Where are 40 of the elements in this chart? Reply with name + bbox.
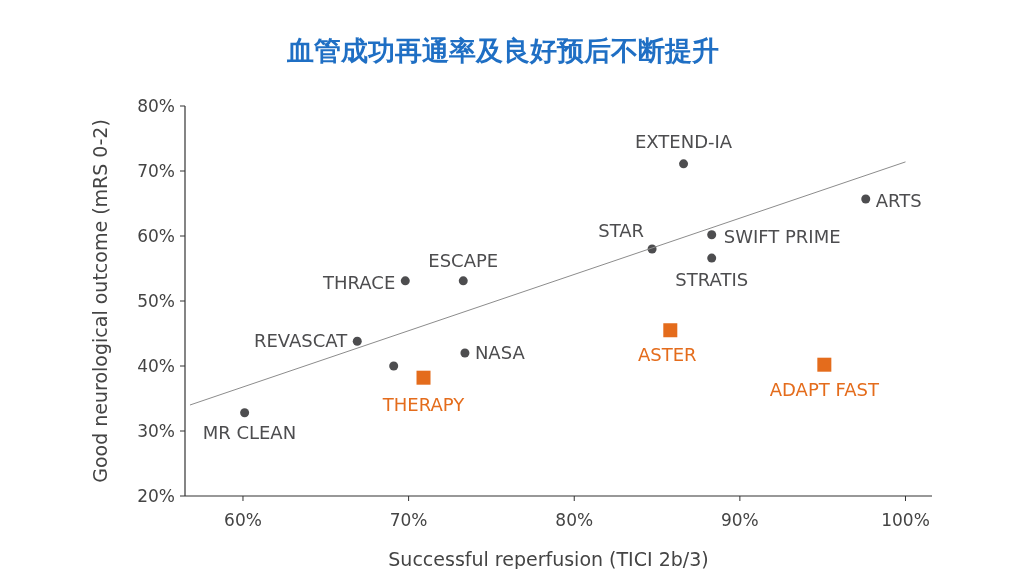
point xyxy=(679,159,689,169)
x-tick-label: 70% xyxy=(389,510,428,530)
y-tick-label: 70% xyxy=(137,161,175,181)
point xyxy=(400,276,410,286)
annotation: THERAPY xyxy=(381,393,466,415)
point xyxy=(458,276,468,286)
annotation: EXTEND-IA xyxy=(634,130,733,152)
point xyxy=(352,336,362,346)
y-tick-label: 50% xyxy=(137,291,175,311)
point xyxy=(817,357,832,372)
annotation: MR CLEAN xyxy=(202,421,297,443)
point xyxy=(416,370,431,385)
x-tick-label: 100% xyxy=(881,510,930,530)
point xyxy=(707,253,717,263)
annotation: ARTS xyxy=(875,189,922,211)
annotation: REVASCAT xyxy=(253,330,349,352)
y-tick-label: 30% xyxy=(137,421,175,441)
y-tick-label: 60% xyxy=(137,226,175,246)
x-tick-label: 80% xyxy=(555,510,594,530)
annotation: ADAPT FAST xyxy=(769,378,880,400)
x-tick-label: 90% xyxy=(720,510,759,530)
y-tick-label: 40% xyxy=(137,356,175,376)
chart-title: 血管成功再通率及良好预后不断提升 xyxy=(286,35,719,66)
annotation: STRATIS xyxy=(675,269,749,291)
y-tick-label: 80% xyxy=(137,96,175,116)
y-axis-title: Good neurological outcome (mRS 0-2) xyxy=(89,119,111,483)
annotation: ESCAPE xyxy=(428,249,499,271)
x-tick-label: 60% xyxy=(224,510,262,530)
point xyxy=(861,194,871,204)
point xyxy=(707,230,717,240)
annotation: STAR xyxy=(598,220,645,241)
annotation: ASTER xyxy=(637,344,697,366)
annotation: NASA xyxy=(474,342,526,363)
point xyxy=(663,323,678,338)
annotation: THRACE xyxy=(322,271,396,293)
point xyxy=(389,361,399,371)
point xyxy=(240,408,250,418)
point xyxy=(460,348,470,358)
y-tick-label: 20% xyxy=(137,486,175,506)
annotation: SWIFT PRIME xyxy=(723,225,841,247)
